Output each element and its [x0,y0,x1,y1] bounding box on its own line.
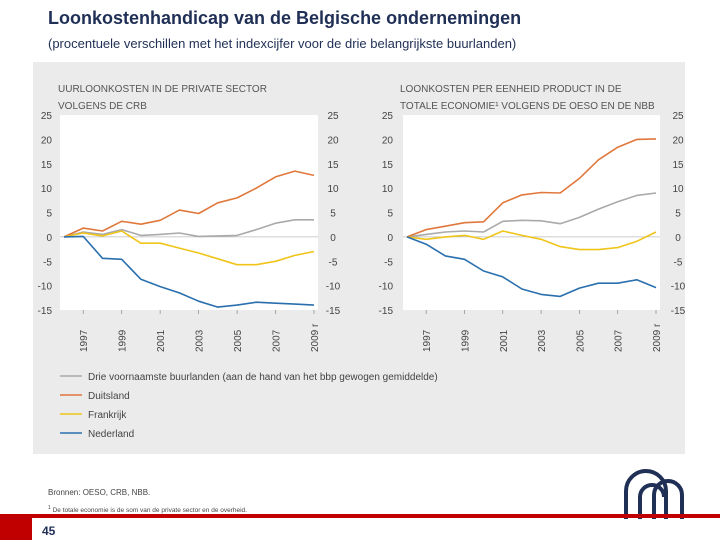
y-tick-label-left: 10 [41,184,53,195]
x-tick-label: 1999 [118,329,129,352]
y-tick-label-right: -10 [671,282,686,293]
y-tick-label-right: 20 [672,135,684,146]
source-note: Bronnen: OESO, CRB, NBB. [48,488,151,497]
y-tick-label-left: -10 [379,282,394,293]
legend-label: Frankrijk [88,410,127,421]
x-tick-label: 2001 [499,329,510,352]
y-tick-label-left: -15 [38,306,53,317]
y-tick-label-left: 5 [387,209,393,220]
page-title: Loonkostenhandicap van de Belgische onde… [48,8,522,28]
chart-title: UURLOONKOSTEN IN DE PRIVATE SECTOR [58,84,267,95]
x-tick-label: 2005 [233,329,244,352]
page-number: 45 [42,524,56,538]
x-tick-label: 1999 [460,329,471,352]
y-tick-label-left: -5 [43,257,52,268]
legend-label: Drie voornaamste buurlanden (aan de hand… [88,372,438,383]
x-tick-label: 2005 [575,329,586,352]
y-tick-label-right: 0 [675,233,681,244]
y-tick-label-left: 25 [41,111,53,122]
y-tick-label-right: 25 [672,111,684,122]
page-subtitle: (procentuele verschillen met het indexci… [48,36,517,51]
y-tick-label-left: 20 [382,135,394,146]
y-tick-label-right: -15 [671,306,686,317]
legend-label: Nederland [88,429,134,440]
y-tick-label-right: 25 [327,111,339,122]
x-tick-label: 2007 [272,329,283,352]
x-tick-label: 2007 [614,329,625,352]
y-tick-label-left: 0 [46,233,52,244]
x-tick-label: 2003 [537,329,548,352]
y-tick-label-right: 5 [675,209,681,220]
chart-title: LOONKOSTEN PER EENHEID PRODUCT IN DE [400,84,622,95]
y-tick-label-left: 25 [382,111,394,122]
footer-accent [0,514,32,540]
y-tick-label-right: 10 [672,184,684,195]
x-tick-label: 1997 [422,329,433,352]
y-tick-label-left: 15 [382,160,394,171]
x-tick-label: 2001 [156,329,167,352]
y-tick-label-right: 15 [672,160,684,171]
series-line [63,235,315,308]
series-line [63,219,314,238]
series-line [406,236,657,298]
y-tick-label-right: -15 [326,306,341,317]
series-line [406,192,657,238]
x-tick-label: 2009 r [652,323,663,352]
y-tick-label-left: 15 [41,160,53,171]
y-tick-label-right: 10 [327,184,339,195]
footnote-marker: 1 [48,505,51,511]
nbb-logo-icon [624,469,684,519]
y-tick-label-left: 20 [41,135,53,146]
chart-title: TOTALE ECONOMIE¹ VOLGENS DE OESO EN DE N… [400,101,655,112]
y-tick-label-left: 0 [387,233,393,244]
y-tick-label-right: 20 [327,135,339,146]
series-line [63,230,315,266]
y-tick-label-right: -5 [674,257,683,268]
y-tick-label-left: -5 [384,257,393,268]
footnote-text: De totale economie is de som van de priv… [52,507,247,515]
footer-bar [0,514,720,518]
series-line [406,138,657,238]
legend-label: Duitsland [88,391,130,402]
chart-title: VOLGENS DE CRB [58,101,147,112]
y-tick-label-left: -10 [38,282,53,293]
x-tick-label: 2009 r [310,323,321,352]
y-tick-label-left: 10 [382,184,394,195]
y-tick-label-right: -10 [326,282,341,293]
x-tick-label: 1997 [79,329,90,352]
x-tick-label: 2003 [195,329,206,352]
y-tick-label-right: 0 [330,233,336,244]
y-tick-label-left: 5 [46,209,52,220]
y-tick-label-right: 15 [327,160,339,171]
plot-area [403,115,660,310]
y-tick-label-right: 5 [330,209,336,220]
series-line [63,170,315,238]
y-tick-label-right: -5 [329,257,338,268]
series-line [406,230,657,251]
footnote: 1 De totale economie is de som van de pr… [48,505,247,514]
y-tick-label-left: -15 [379,306,394,317]
